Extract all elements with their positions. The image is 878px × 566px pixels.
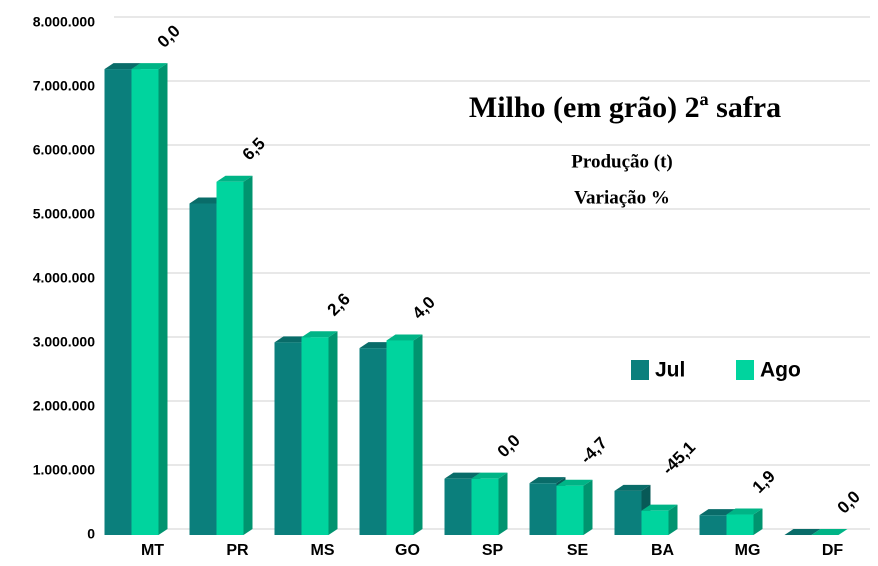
y-tick-label: 5.000.000 bbox=[33, 206, 95, 222]
y-tick-label: 2.000.000 bbox=[33, 398, 95, 414]
bar-front bbox=[615, 491, 642, 535]
bar-front bbox=[302, 337, 329, 535]
bar-front bbox=[472, 479, 499, 535]
bar-front bbox=[387, 340, 414, 535]
bar-front bbox=[217, 182, 244, 535]
x-tick-label: SE bbox=[567, 542, 589, 559]
bar-front bbox=[190, 203, 217, 535]
bar-side bbox=[584, 480, 593, 535]
x-tick-label: MG bbox=[735, 542, 761, 559]
chart-subtitle: Produção (t) bbox=[571, 151, 673, 172]
y-tick-label: 4.000.000 bbox=[33, 270, 95, 286]
value-label: 1,9 bbox=[749, 467, 779, 497]
y-tick-label: 0 bbox=[87, 526, 95, 542]
bar-side bbox=[329, 331, 338, 535]
value-label: 6,5 bbox=[239, 134, 269, 164]
x-tick-label: MT bbox=[141, 542, 164, 559]
y-tick-label: 1.000.000 bbox=[33, 462, 95, 478]
bar-front bbox=[445, 479, 472, 535]
bar bbox=[557, 480, 593, 535]
bar-front bbox=[727, 515, 754, 535]
bar bbox=[387, 334, 423, 535]
chart-subtitle: Variação % bbox=[574, 187, 670, 208]
bar-front bbox=[360, 348, 387, 535]
bar bbox=[217, 176, 253, 535]
bar-front bbox=[530, 483, 557, 535]
legend-swatch bbox=[631, 360, 649, 380]
bar-side bbox=[244, 176, 253, 535]
value-label: 0,0 bbox=[494, 431, 524, 461]
legend-label: Jul bbox=[655, 359, 685, 382]
y-tick-label: 7.000.000 bbox=[33, 78, 95, 94]
bar-front bbox=[700, 515, 727, 535]
x-tick-label: PR bbox=[226, 542, 249, 559]
legend-label: Ago bbox=[760, 359, 801, 382]
y-tick-label: 3.000.000 bbox=[33, 334, 95, 350]
value-label: -45,1 bbox=[658, 438, 699, 479]
value-label: -4,7 bbox=[577, 433, 611, 467]
value-label: 2,6 bbox=[324, 289, 354, 319]
legend-swatch bbox=[736, 360, 754, 380]
bar bbox=[302, 331, 338, 535]
x-tick-label: GO bbox=[395, 542, 420, 559]
bar-front bbox=[105, 69, 132, 535]
bar-side bbox=[414, 334, 423, 535]
chart-title: Milho (em grão) 2ª safra bbox=[469, 91, 781, 124]
y-tick-label: 8.000.000 bbox=[33, 14, 95, 30]
value-label: 0,0 bbox=[834, 487, 864, 517]
value-label: 4,0 bbox=[409, 293, 439, 323]
bar-side bbox=[499, 473, 508, 535]
y-tick-label: 6.000.000 bbox=[33, 142, 95, 158]
x-tick-label: DF bbox=[822, 542, 844, 559]
bar bbox=[132, 63, 168, 535]
value-label: 0,0 bbox=[154, 21, 184, 51]
bar bbox=[472, 473, 508, 535]
bar-side bbox=[159, 63, 168, 535]
x-tick-label: MS bbox=[311, 542, 335, 559]
x-tick-label: SP bbox=[482, 542, 504, 559]
x-tick-label: BA bbox=[651, 542, 675, 559]
bar bbox=[642, 505, 678, 535]
bar-front bbox=[275, 342, 302, 535]
bar bbox=[727, 509, 763, 535]
bar-front bbox=[642, 511, 669, 535]
bar-front bbox=[132, 69, 159, 535]
bar-front bbox=[557, 486, 584, 535]
